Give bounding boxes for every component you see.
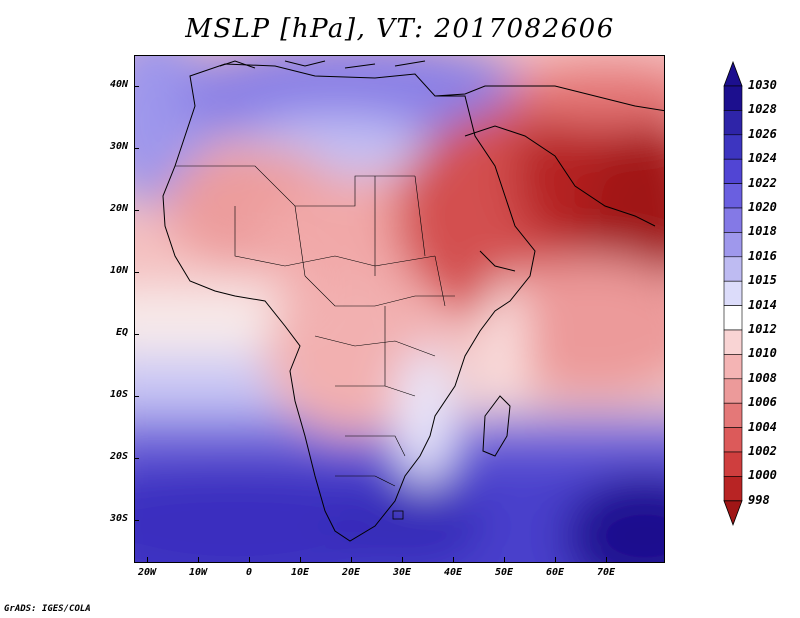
colorbar-level-label: 1008 [748,370,777,385]
colorbar-level-label: 1020 [748,200,777,214]
colorbar-swatch [723,158,743,184]
colorbar-swatch [723,280,743,306]
colorbar-swatch [723,402,743,428]
lat-tick [134,458,139,459]
colorbar-level-label: 1015 [748,273,777,288]
colorbar-swatch [723,354,743,380]
pressure-map [134,55,665,563]
map-svg [135,56,664,562]
lat-label: 20S [109,451,128,462]
lat-tick [134,396,139,397]
lon-tick [453,557,454,562]
colorbar-level-label: 1012 [748,322,777,336]
colorbar-level-label: 1028 [748,102,777,117]
colorbar-swatch [723,378,743,404]
colorbar-level-label: 1006 [748,395,777,410]
lon-tick [555,557,556,562]
lon-label: 10E [290,567,310,578]
lon-tick [300,557,301,562]
africa-outline [162,63,536,542]
colorbar-level-label: 1004 [748,419,777,434]
chart-title: MSLP [hPa], VT: 2017082606 [185,14,615,44]
lon-tick [249,557,250,562]
credit-text: GrADS: IGES/COLA [4,604,91,614]
lat-label: 10S [109,389,128,400]
colorbar-level-label: 1014 [748,297,777,312]
pressure-field [135,56,664,562]
coastlines [162,60,664,542]
colorbar-swatch [723,427,743,453]
colorbar-swatch [723,85,743,111]
lat-label: 20N [109,203,128,214]
colorbar-level-label: 1002 [748,444,777,458]
country-borders [175,165,455,487]
lon-label: 50E [494,567,514,578]
colorbar-level-label: 1022 [748,175,777,190]
colorbar-svg [723,60,743,526]
colorbar-swatch [723,232,743,258]
lat-tick [134,520,139,521]
lat-tick [134,148,139,149]
lesotho-outline [392,510,404,520]
lat-tick [134,334,139,335]
lon-tick [606,557,607,562]
colorbar-swatch [723,110,743,136]
colorbar-level-label: 1030 [748,78,777,92]
colorbar-swatch [723,451,743,477]
lon-tick [147,557,148,562]
lat-label: EQ [115,327,128,338]
colorbar-level-label: 1016 [748,248,777,263]
lon-label: 20W [137,567,157,578]
lon-label: 20E [341,567,361,578]
lon-label: 40E [443,567,463,578]
lon-label: 30E [392,567,412,578]
colorbar-swatch [723,256,743,282]
colorbar-level-label: 1024 [748,151,777,166]
lat-tick [134,272,139,273]
lat-label: 10N [109,265,128,276]
colorbar-swatch [723,134,743,160]
colorbar-level-label: 1018 [748,224,777,239]
lon-tick [402,557,403,562]
lon-label: 0 [245,567,253,578]
europe-coast [219,60,426,69]
madagascar-outline [482,395,511,457]
lon-label: 60E [545,567,565,578]
colorbar-swatch [723,476,743,502]
colorbar-level-label: 1026 [748,126,777,141]
colorbar-bottom-arrow [723,500,743,526]
lon-tick [504,557,505,562]
arabia-outline [434,85,664,272]
lat-label: 30N [109,141,128,152]
lat-tick [134,210,139,211]
lat-label: 40N [109,79,128,90]
colorbar-level-label: 998 [748,492,770,507]
colorbar-swatch [723,305,743,331]
colorbar-swatch [723,207,743,233]
colorbar-swatch [723,183,743,209]
lat-tick [134,86,139,87]
colorbar-swatch [723,329,743,355]
colorbar-top-arrow [723,60,743,87]
lon-label: 70E [596,567,616,578]
colorbar-level-label: 1010 [748,346,777,361]
lon-label: 10W [188,567,208,578]
lon-tick [198,557,199,562]
lon-tick [351,557,352,562]
lat-label: 30S [109,513,128,524]
colorbar-level-label: 1000 [748,468,777,483]
